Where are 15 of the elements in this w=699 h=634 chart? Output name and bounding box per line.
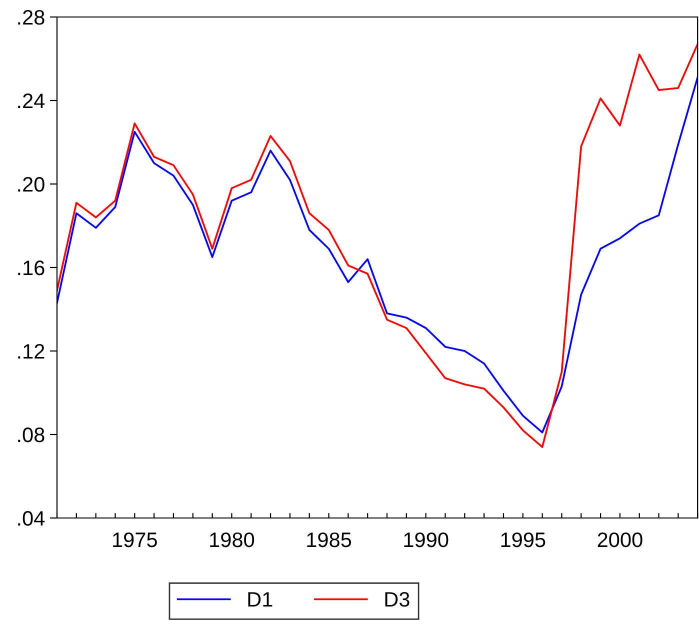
x-tick-label: 1975 — [113, 532, 157, 548]
x-tick-label: 1995 — [501, 532, 546, 548]
y-tick-label: .20 — [18, 177, 44, 192]
x-tick-label: 2000 — [598, 532, 642, 548]
y-tick-label: .24 — [18, 94, 45, 108]
x-tick-label: 1980 — [210, 532, 254, 548]
y-tick-label: .12 — [18, 344, 44, 359]
legend-label: D1 — [248, 592, 272, 607]
y-tick-label: .28 — [18, 10, 44, 25]
y-tick-label: .16 — [18, 260, 44, 276]
x-tick-label: 1985 — [307, 532, 352, 548]
x-tick-label: 1990 — [404, 532, 448, 548]
y-tick-label: .04 — [18, 511, 45, 526]
y-tick-label: .08 — [18, 428, 44, 442]
legend-label: D3 — [385, 592, 410, 607]
